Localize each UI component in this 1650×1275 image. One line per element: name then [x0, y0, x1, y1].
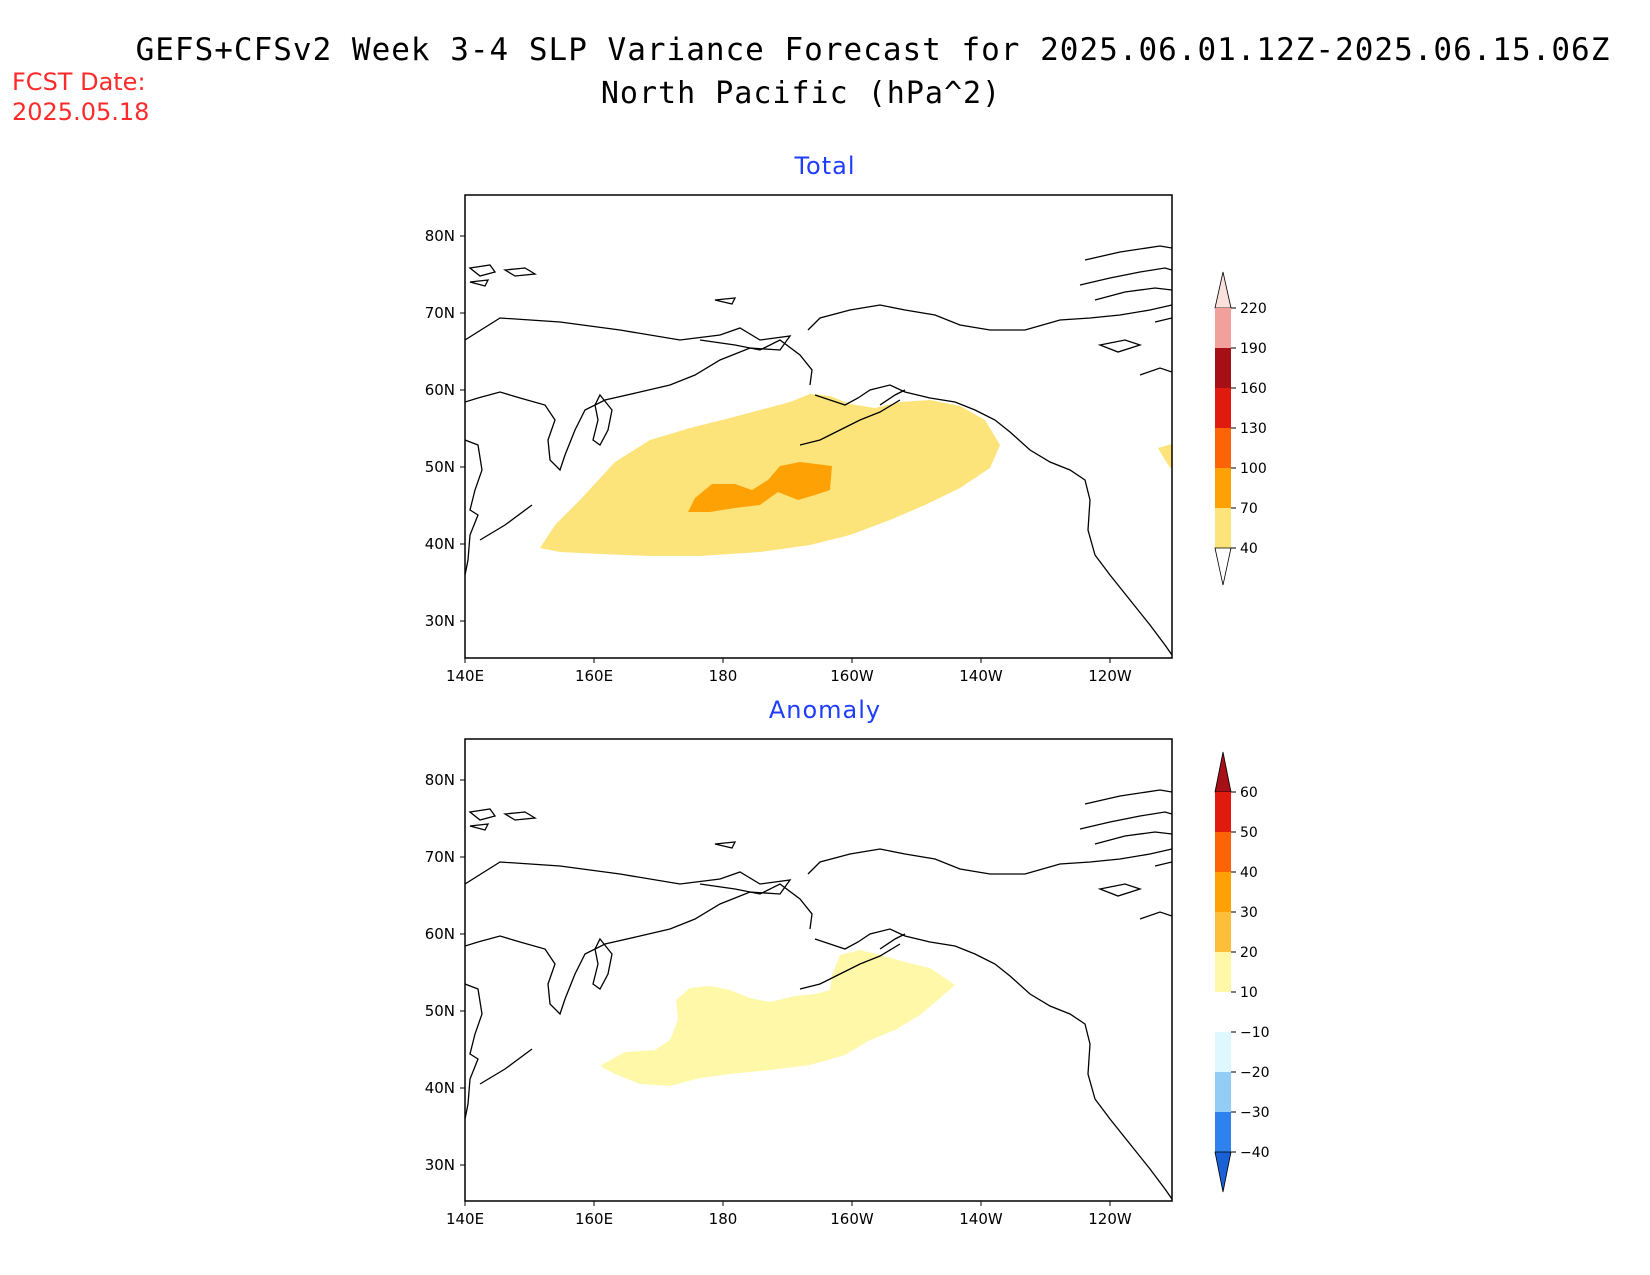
- colorbar-cap-bottom: [1214, 1151, 1232, 1193]
- colorbar-total: 220 190 160 130 100 70 40: [1214, 271, 1267, 586]
- map-frame-anomaly: [464, 738, 1173, 1202]
- lon-tick-label: 140E: [446, 667, 484, 685]
- lon-tick-label: 120W: [1088, 1210, 1132, 1228]
- colorbar-swatch: [1215, 832, 1231, 872]
- total-field-east-edge: [1158, 444, 1172, 470]
- colorbar-label: 190: [1240, 341, 1267, 357]
- lat-tick-label: 70N: [425, 304, 455, 322]
- lon-tick-label: 160E: [575, 667, 613, 685]
- lon-tick-label: 160E: [575, 1210, 613, 1228]
- chart-title: GEFS+CFSv2 Week 3-4 SLP Variance Forecas…: [135, 32, 1611, 68]
- colorbar-swatch: [1215, 992, 1231, 1032]
- fcst-date-value: 2025.05.18: [12, 98, 150, 126]
- chart-subtitle: North Pacific (hPa^2): [600, 76, 1002, 111]
- lat-tick-label: 80N: [425, 771, 455, 789]
- colorbar-label: −20: [1240, 1065, 1270, 1081]
- colorbar-swatch: [1215, 1032, 1231, 1072]
- lat-tick-label: 60N: [425, 925, 455, 943]
- map-frame-total: [464, 194, 1173, 659]
- lon-tick-label: 160W: [830, 1210, 874, 1228]
- colorbar-label: −10: [1240, 1025, 1270, 1041]
- colorbar-label: 50: [1240, 825, 1258, 841]
- anomaly-field-10-20: [600, 950, 955, 1086]
- colorbar-label: 10: [1240, 985, 1258, 1001]
- total-field-70-100: [688, 462, 832, 512]
- colorbar-label: 40: [1240, 541, 1258, 557]
- lat-tick-label: 60N: [425, 381, 455, 399]
- lat-tick-label: 50N: [425, 458, 455, 476]
- colorbar-swatch: [1215, 1112, 1231, 1152]
- lon-tick-label: 140W: [959, 667, 1003, 685]
- colorbar-label: 20: [1240, 945, 1258, 961]
- colorbar-label: −30: [1240, 1105, 1270, 1121]
- panel-title-total: Total: [794, 152, 856, 180]
- lat-tick-label: 40N: [425, 535, 455, 553]
- map-total: 80N 70N 60N 50N 40N 30N 140E 160E 180 16…: [425, 194, 1267, 685]
- colorbar-swatch: [1215, 508, 1231, 548]
- colorbar-label: 40: [1240, 865, 1258, 881]
- colorbar-label: 160: [1240, 381, 1267, 397]
- colorbar-swatch: [1215, 308, 1231, 348]
- lon-tick-label: 140W: [959, 1210, 1003, 1228]
- total-field-40-70: [540, 394, 1000, 556]
- colorbar-label: 70: [1240, 501, 1258, 517]
- colorbar-label: 100: [1240, 461, 1267, 477]
- lon-tick-label: 180: [709, 1210, 738, 1228]
- lat-tick-label: 30N: [425, 1156, 455, 1174]
- colorbar-anomaly: 60 50 40 30 20 10 −10 −20 −30 −40: [1214, 751, 1270, 1193]
- colorbar-swatch: [1215, 468, 1231, 508]
- lat-tick-label: 80N: [425, 227, 455, 245]
- lat-tick-label: 30N: [425, 612, 455, 630]
- lon-tick-label: 140E: [446, 1210, 484, 1228]
- colorbar-swatch: [1215, 388, 1231, 428]
- colorbar-cap-top: [1214, 271, 1232, 309]
- lat-tick-label: 40N: [425, 1079, 455, 1097]
- map-anomaly: 80N 70N 60N 50N 40N 30N 140E 160E 180 16…: [425, 738, 1270, 1228]
- colorbar-label: 60: [1240, 785, 1258, 801]
- colorbar-swatch: [1215, 348, 1231, 388]
- lon-tick-label: 180: [709, 667, 738, 685]
- colorbar-label: 30: [1240, 905, 1258, 921]
- fcst-date-label: FCST Date:: [12, 68, 146, 96]
- colorbar-swatch: [1215, 912, 1231, 952]
- lon-tick-label: 160W: [830, 667, 874, 685]
- colorbar-cap-bottom: [1214, 547, 1232, 586]
- colorbar-label: 220: [1240, 301, 1267, 317]
- colorbar-cap-top: [1214, 751, 1232, 793]
- colorbar-label: 130: [1240, 421, 1267, 437]
- lon-tick-label: 120W: [1088, 667, 1132, 685]
- colorbar-swatch: [1215, 872, 1231, 912]
- colorbar-label: −40: [1240, 1145, 1270, 1161]
- colorbar-swatch: [1215, 952, 1231, 992]
- colorbar-swatch: [1215, 428, 1231, 468]
- panel-title-anomaly: Anomaly: [768, 696, 882, 724]
- colorbar-swatch: [1215, 792, 1231, 832]
- lat-tick-label: 50N: [425, 1002, 455, 1020]
- colorbar-swatch: [1215, 1072, 1231, 1112]
- lat-tick-label: 70N: [425, 848, 455, 866]
